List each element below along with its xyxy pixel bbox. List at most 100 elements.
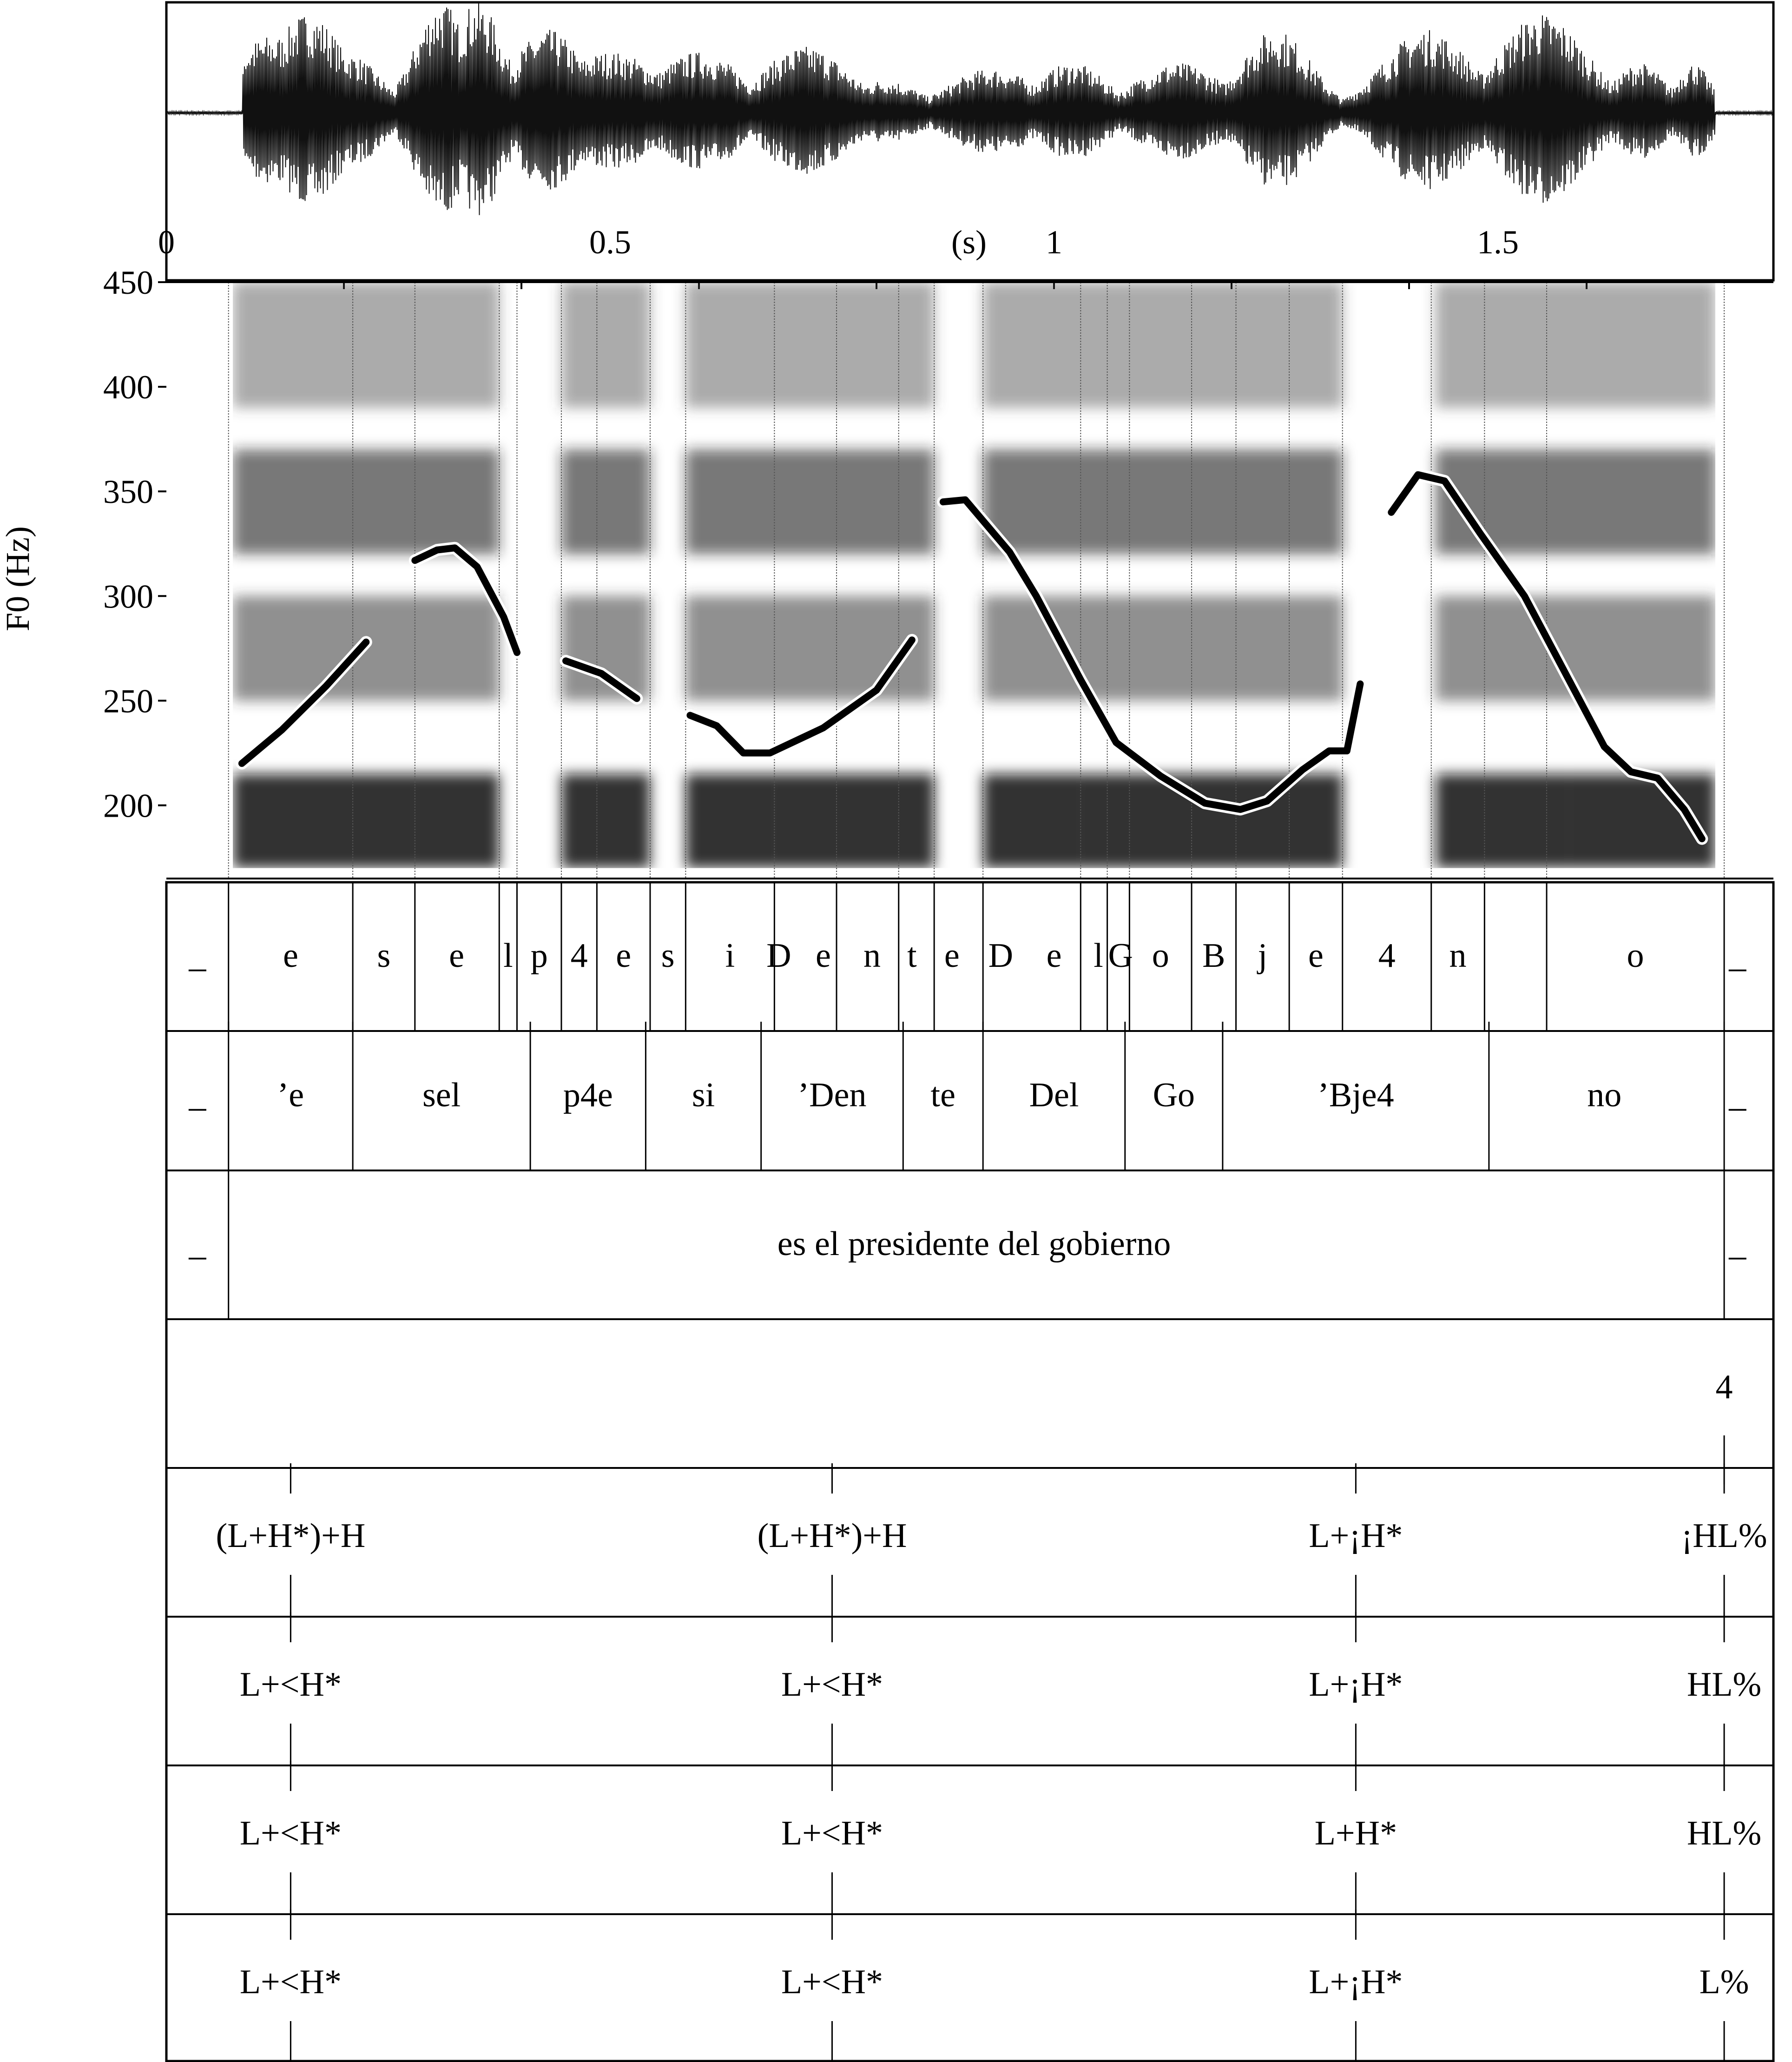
tone-label: L+¡H* — [1309, 1517, 1403, 1555]
syllable-label: sel — [422, 1076, 461, 1114]
f0-contour — [939, 496, 1364, 813]
phone-label: _ — [188, 937, 206, 975]
f0-tick-label: 400 — [103, 369, 153, 406]
tone-label: L+<H* — [781, 1665, 883, 1704]
spectrogram-band — [561, 773, 650, 868]
phone-label: o — [1627, 937, 1644, 975]
textgrid-frame — [165, 881, 1775, 2062]
phone-label: e — [1047, 937, 1062, 975]
spectrogram-band — [561, 596, 650, 701]
f0-tick-label: 450 — [103, 264, 153, 301]
tone-label: HL% — [1687, 1665, 1761, 1704]
phone-label: t — [907, 937, 917, 975]
spectrogram-band — [774, 449, 935, 555]
spectrogram-band — [1080, 773, 1236, 868]
spectrogram-band — [1568, 282, 1715, 408]
phone-label: 4 — [571, 937, 588, 975]
phone-label: s — [661, 937, 675, 975]
spectrogram-band — [561, 282, 650, 408]
syllable-label: ’Den — [798, 1076, 867, 1114]
spectrogram-band — [561, 449, 650, 555]
spectrogram-band — [353, 449, 415, 555]
spectrogram-band — [233, 449, 353, 555]
spectrogram-band — [983, 773, 1081, 868]
f0-tick-label: 250 — [103, 682, 153, 720]
syllable-label: ’Bje4 — [1318, 1076, 1394, 1114]
syllable-label: ’e — [277, 1076, 304, 1114]
phone-label: e — [616, 937, 631, 975]
f0-axis-label: F0 (Hz) — [0, 526, 36, 631]
syllable-label: p4e — [563, 1076, 613, 1114]
tone-label: HL% — [1687, 1814, 1761, 1852]
f0-contours — [236, 469, 1708, 845]
spectrogram-band — [1568, 596, 1715, 701]
tier-syllables: _ ’e sel p4e si ’Den te Del Go ’Bje4 no _ — [166, 1022, 1773, 1171]
f0-tick-label: 200 — [103, 787, 153, 824]
spectrogram-band — [415, 596, 500, 701]
spectrogram-band — [415, 773, 500, 868]
f0-contour — [562, 657, 640, 702]
tone-label: L% — [1700, 1963, 1749, 2001]
spectrogram-band — [1436, 282, 1569, 408]
word-label: es el presidente del gobierno — [777, 1225, 1171, 1263]
spectrogram-band — [1236, 282, 1343, 408]
phone-label: e — [944, 937, 960, 975]
spectrogram-band — [685, 773, 775, 868]
phone-label: n — [1449, 937, 1467, 975]
tone-label: L+¡H* — [1309, 1665, 1403, 1704]
spectrogram-band — [1236, 449, 1343, 555]
break-index-label: 4 — [1716, 1368, 1733, 1406]
phone-label: n — [863, 937, 881, 975]
phone-label: D — [988, 937, 1013, 975]
spectrogram-band — [233, 773, 353, 868]
phone-label: D — [766, 937, 791, 975]
tone-label: L+<H* — [240, 1963, 342, 2001]
phone-label: o — [1152, 937, 1169, 975]
phone-label: e — [816, 937, 831, 975]
phone-label: i — [725, 937, 735, 975]
spectrogram-band — [983, 282, 1081, 408]
f0-tick-label: 350 — [103, 473, 153, 510]
spectrogram-segment-lines — [228, 282, 1725, 879]
time-axis: 0 0.5 1 1.5 — [158, 224, 1588, 289]
syllable-label: Go — [1153, 1076, 1195, 1114]
tone-label: L+<H* — [781, 1814, 883, 1852]
syllable-label: si — [692, 1076, 715, 1114]
f0-tick-label: 300 — [103, 578, 153, 615]
time-tick-label: 1 — [1046, 224, 1062, 261]
phone-label: l — [503, 937, 513, 975]
tone-label: L+<H* — [240, 1665, 342, 1704]
spectrogram-band — [685, 449, 775, 555]
spectrogram-band — [233, 282, 353, 408]
waveform-panel: 0 0.5 1 1.5 (s) — [158, 1, 1775, 289]
phone-label: B — [1202, 937, 1225, 975]
phone-label: _ — [1728, 937, 1746, 975]
tier-tones: (L+H*)+H (L+H*)+H L+¡H* ¡HL% L+<H* L+<H* L+¡H*… — [166, 1463, 1773, 2062]
phone-label: l — [1094, 937, 1103, 975]
spectrogram-band — [1080, 449, 1236, 555]
tier-break-indices: 4 — [166, 1368, 1773, 1484]
spectrogram-band — [774, 282, 935, 408]
phone-label: s — [377, 937, 391, 975]
waveform-signal — [166, 2, 1773, 215]
syllable-label: no — [1587, 1076, 1621, 1114]
spectrogram-band — [685, 282, 775, 408]
phone-label: G — [1108, 937, 1133, 975]
syllable-label: _ — [1728, 1076, 1746, 1114]
spectrogram-band — [1080, 596, 1236, 701]
phone-label: p — [531, 937, 548, 975]
tone-label: L+¡H* — [1309, 1963, 1403, 2001]
spectrogram — [233, 282, 1715, 868]
waveform-frame — [165, 1, 1775, 282]
spectrogram-band — [353, 282, 415, 408]
f0-contour — [686, 636, 916, 757]
f0-axis: 450 400 350 300 250 200 — [103, 264, 166, 824]
tone-label: ¡HL% — [1681, 1517, 1767, 1555]
time-tick-label: 0 — [158, 224, 175, 261]
phone-label: e — [283, 937, 298, 975]
tier-words: _ es el presidente del gobierno _ — [166, 1170, 1773, 1320]
phone-label: e — [1308, 937, 1324, 975]
spectrogram-band — [774, 773, 935, 868]
